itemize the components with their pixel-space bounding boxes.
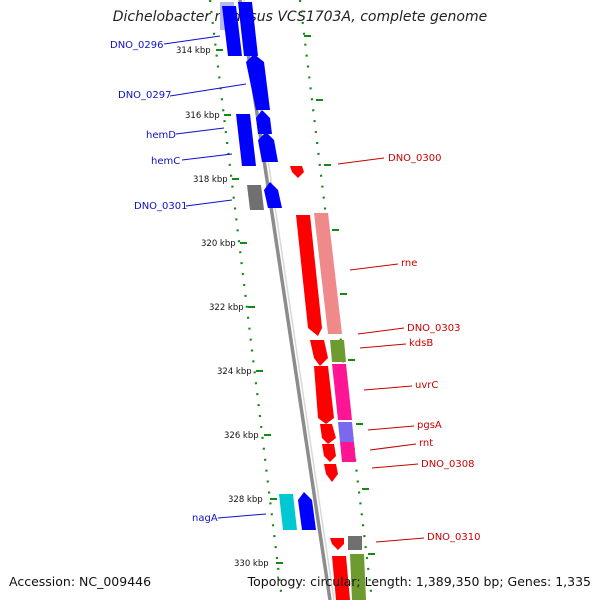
gene-label[interactable]: uvrC [415,380,438,391]
gene-label[interactable]: DNO_0303 [407,323,461,334]
outer-dotted-ring [298,0,374,600]
inner-ring-ticks [216,49,283,564]
gene-hemd-arrow[interactable] [256,110,272,134]
gene-label[interactable]: rne [401,258,417,269]
gene-dno-0300[interactable] [290,166,304,178]
accession-text: Accession: NC_009446 [9,574,152,589]
gene-naga-cog[interactable] [279,494,297,530]
gene-label[interactable]: kdsB [409,338,433,349]
kbp-label: 326 kbp [224,431,259,441]
gene-label[interactable]: nagA [192,513,218,524]
reverse-genes [290,166,366,600]
gene-hemd[interactable] [236,114,256,166]
gene-rnt-cog[interactable] [340,442,356,462]
gene-next-red[interactable] [332,556,350,600]
gene-dno-0296b[interactable] [238,2,258,56]
inner-dotted-ring [208,0,284,600]
gene-label[interactable]: DNO_0296 [110,40,164,51]
gene-label[interactable]: rnt [419,438,433,449]
kbp-label: 318 kbp [193,175,228,185]
gene-dno-0310-cog[interactable] [348,536,362,550]
gene-label[interactable]: hemD [146,130,176,141]
kbp-label: 316 kbp [185,111,220,121]
right-leader-lines [337,157,425,543]
genome-summary-text: Topology: circular; Length: 1,389,350 bp… [247,574,591,589]
gene-dno-0310[interactable] [330,538,344,550]
kbp-label: 322 kbp [209,303,244,313]
gene-label[interactable]: pgsA [417,420,442,431]
gene-next-cog[interactable] [350,554,366,600]
gene-rne[interactable] [296,215,322,336]
kbp-label: 314 kbp [176,46,211,56]
gene-dno-0296[interactable] [222,6,242,56]
gene-label[interactable]: DNO_0308 [421,459,475,470]
gene-uvrc-cog[interactable] [332,364,352,420]
gene-pgsa-cog[interactable] [338,422,354,442]
gene-label[interactable]: hemC [151,156,180,167]
gene-dno-0301-cog[interactable] [247,185,264,210]
forward-genes [220,2,316,530]
gene-label[interactable]: DNO_0297 [118,90,172,101]
outer-ring-ticks [304,35,375,555]
kbp-label: 320 kbp [201,239,236,249]
gene-dno-0303[interactable] [310,340,328,366]
gene-rnt[interactable] [322,444,336,462]
kbp-label: 328 kbp [228,495,263,505]
left-leader-lines [163,35,267,519]
gene-rne-cog[interactable] [314,213,342,334]
gene-kdsb-cog[interactable] [330,340,346,362]
kbp-label: 324 kbp [217,367,252,377]
gene-dno-0301[interactable] [264,182,282,208]
map-title: Dichelobacter nodosus VCS1703A, complete… [112,9,488,25]
gene-naga[interactable] [298,492,316,530]
gene-dno-0308[interactable] [324,464,338,482]
gene-hemc[interactable] [258,132,278,162]
kbp-label: 330 kbp [234,559,269,569]
gene-pgsa[interactable] [320,424,336,444]
gene-label[interactable]: DNO_0301 [134,201,188,212]
gene-label[interactable]: DNO_0310 [427,532,481,543]
gene-label[interactable]: DNO_0300 [388,153,442,164]
gene-uvrc[interactable] [314,366,334,424]
gene-dno-0297[interactable] [246,54,270,110]
